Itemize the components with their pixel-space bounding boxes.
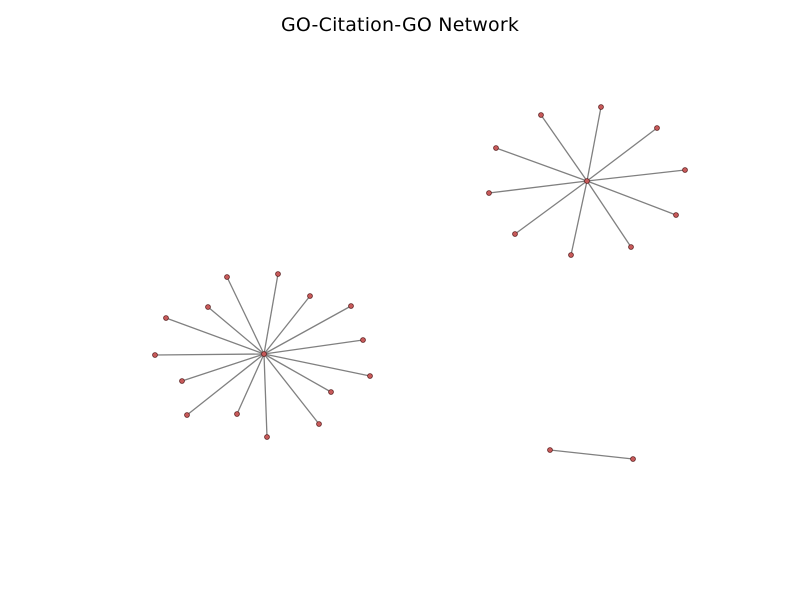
node-hub-2 — [547, 447, 553, 453]
node-leaf-1-0 — [486, 190, 492, 196]
edges-layer — [154, 106, 686, 460]
node-leaf-0-4 — [205, 304, 211, 310]
node-leaf-1-7 — [654, 125, 660, 131]
node-leaf-0-12 — [348, 303, 354, 309]
node-leaf-0-10 — [316, 421, 322, 427]
node-leaf-1-3 — [538, 112, 544, 118]
edge-1-6 — [586, 180, 632, 248]
node-hub-1 — [584, 178, 590, 184]
edge-0-5 — [226, 276, 265, 355]
edge-1-0 — [488, 180, 588, 194]
node-leaf-0-0 — [152, 352, 158, 358]
edge-0-14 — [263, 353, 371, 377]
node-leaf-0-8 — [275, 271, 281, 277]
edge-1-7 — [586, 127, 658, 182]
node-leaf-0-7 — [264, 434, 270, 440]
node-leaf-0-6 — [234, 411, 240, 417]
edge-0-12 — [263, 305, 352, 355]
edge-1-2 — [514, 180, 588, 235]
node-leaf-1-4 — [568, 252, 574, 258]
chart-title: GO-Citation-GO Network — [280, 14, 520, 36]
node-leaf-1-9 — [682, 167, 688, 173]
edge-1-9 — [586, 169, 686, 182]
edge-0-7 — [263, 353, 268, 438]
edge-0-10 — [263, 353, 320, 425]
edge-0-9 — [263, 295, 311, 355]
edge-0-0 — [154, 353, 265, 356]
edge-2-0 — [549, 449, 634, 460]
node-leaf-0-9 — [307, 293, 313, 299]
node-leaf-1-5 — [598, 104, 604, 110]
node-leaf-0-3 — [184, 412, 190, 418]
nodes-layer — [152, 104, 688, 462]
node-leaf-2-0 — [630, 456, 636, 462]
node-leaf-0-11 — [328, 389, 334, 395]
edge-0-3 — [186, 353, 265, 416]
node-leaf-0-13 — [360, 337, 366, 343]
edge-1-1 — [495, 147, 588, 182]
edge-1-4 — [570, 180, 588, 256]
edge-0-2 — [181, 353, 265, 382]
node-leaf-0-2 — [179, 378, 185, 384]
edge-0-6 — [236, 353, 265, 415]
node-leaf-0-5 — [224, 274, 230, 280]
edge-1-3 — [540, 114, 588, 182]
edge-0-8 — [263, 273, 279, 355]
node-leaf-0-1 — [163, 315, 169, 321]
edge-0-1 — [165, 317, 265, 355]
node-leaf-1-8 — [673, 212, 679, 218]
edge-0-13 — [263, 339, 364, 355]
node-leaf-0-14 — [367, 373, 373, 379]
edge-1-8 — [586, 180, 677, 216]
edge-0-11 — [263, 353, 332, 393]
edge-0-4 — [207, 306, 265, 355]
edge-1-5 — [586, 106, 602, 182]
node-leaf-1-1 — [493, 145, 499, 151]
node-hub-0 — [261, 351, 267, 357]
node-leaf-1-2 — [512, 231, 518, 237]
node-leaf-1-6 — [628, 244, 634, 250]
